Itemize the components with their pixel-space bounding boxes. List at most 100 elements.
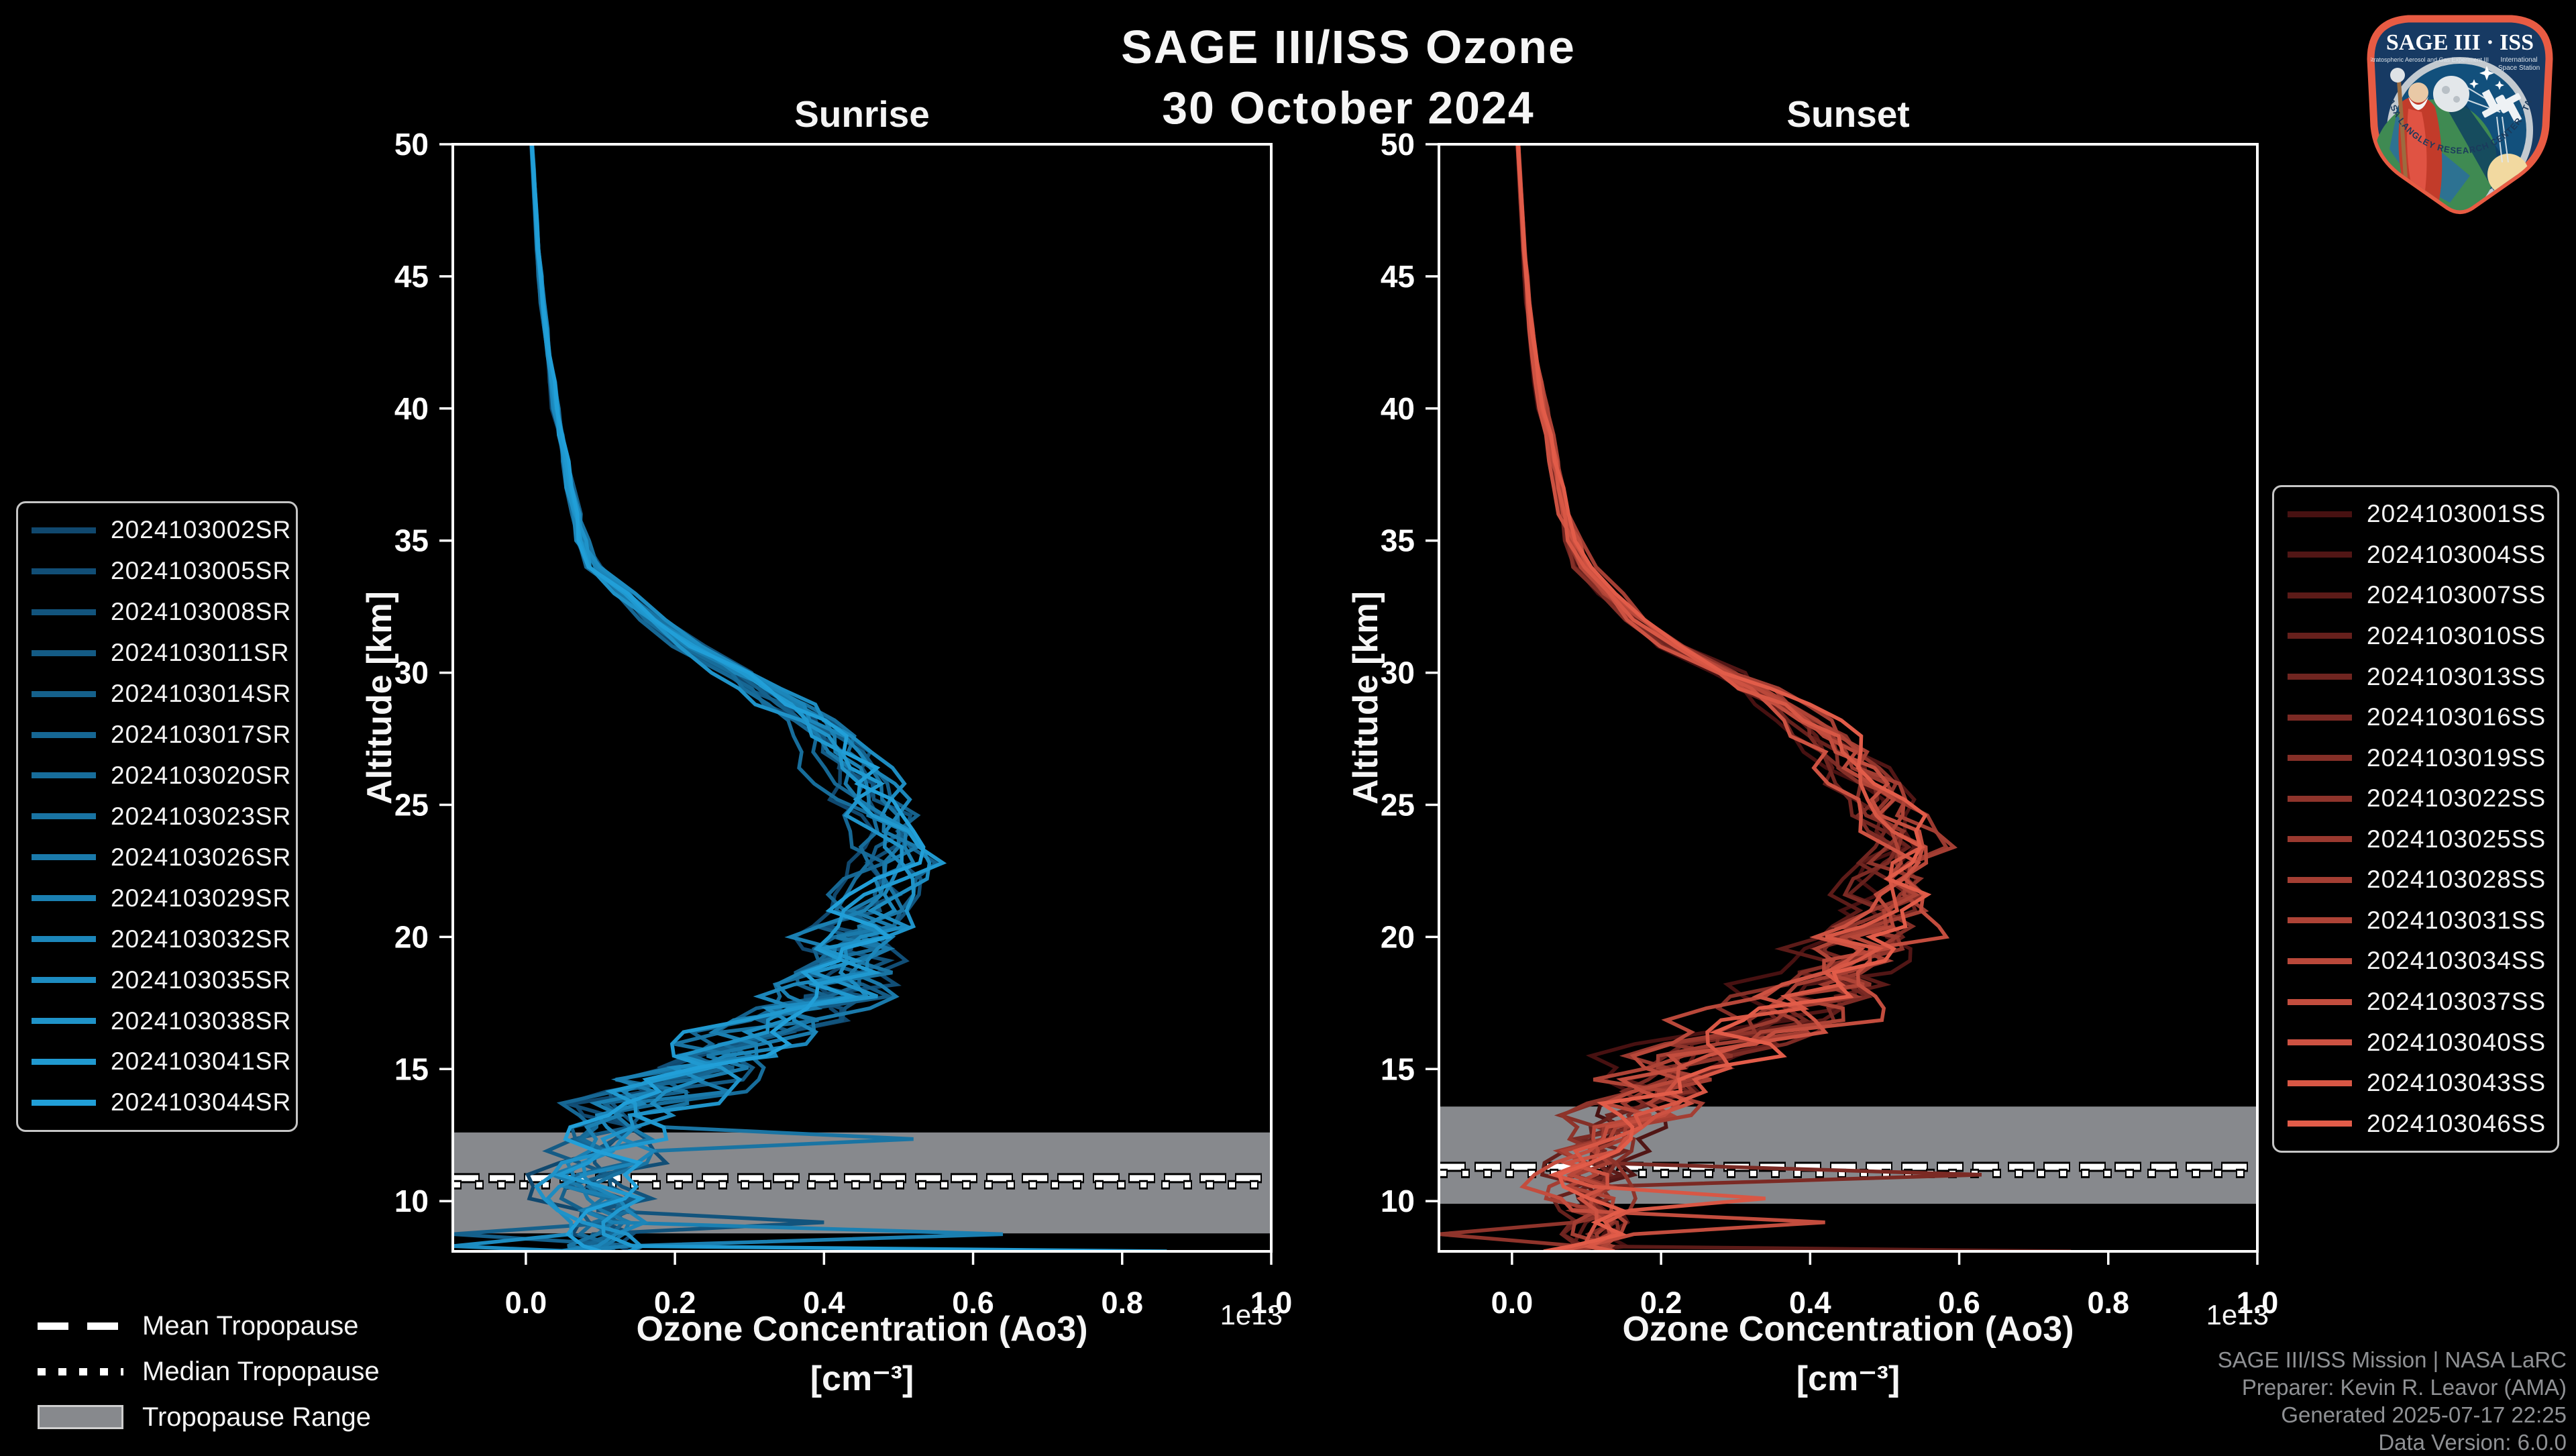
legend-item-2024103040SS: 2024103040SS (2288, 1028, 2546, 1057)
series-id-label: 2024103017SR (111, 721, 292, 749)
series-id-label: 2024103037SS (2367, 988, 2546, 1016)
legend-item-2024103004SS: 2024103004SS (2288, 540, 2546, 569)
y-tick-label: 15 (1381, 1051, 1415, 1086)
footer-generated: Generated 2025-07-17 22:25 (2281, 1402, 2567, 1427)
page-date: 30 October 2024 (1162, 83, 1535, 134)
legend-item-2024103013SS: 2024103013SS (2288, 663, 2545, 691)
x-tick-label: 0.2 (1640, 1286, 1682, 1320)
profile-line-2024103004SS (1516, 144, 1919, 1251)
legend-item-2024103014SR: 2024103014SR (32, 680, 290, 708)
series-color-swatch (32, 1018, 96, 1025)
legend-item-2024103035SR: 2024103035SR (32, 966, 290, 994)
x-tick-label: 0.4 (1789, 1286, 1831, 1320)
series-id-label: 2024103014SR (111, 680, 292, 708)
legend-item-2024103037SS: 2024103037SS (2288, 988, 2546, 1016)
legend-item-2024103017SR: 2024103017SR (32, 721, 290, 749)
footer-preparer: Preparer: Kevin R. Leavor (AMA) (2241, 1375, 2567, 1400)
series-id-label: 2024103023SR (111, 802, 292, 830)
profile-line-2024103043SS (1516, 144, 1926, 1251)
series-id-label: 2024103040SS (2367, 1028, 2546, 1056)
series-color-swatch (2288, 714, 2352, 721)
footer-data-version: Data Version: 6.0.0 (2378, 1430, 2567, 1455)
series-id-label: 2024103001SS (2367, 500, 2546, 528)
series-id-label: 2024103025SS (2367, 825, 2546, 853)
x-axis-label-sunset: Ozone Concentration (Ao3) (1622, 1310, 2074, 1349)
series-color-swatch (32, 772, 96, 779)
series-color-swatch (2288, 592, 2352, 599)
legend-item-2024103002SR: 2024103002SR (32, 516, 290, 544)
profile-line-2024103040SS (1515, 144, 1921, 1251)
x-tick-label: 1.0 (2237, 1286, 2279, 1320)
y-tick-label: 20 (1381, 919, 1415, 954)
patch-moon (2433, 76, 2469, 112)
legend-label: Mean Tropopause (142, 1310, 359, 1341)
series-id-label: 2024103005SR (111, 557, 292, 585)
series-id-label: 2024103035SR (111, 966, 292, 994)
legend-item-2024103008SR: 2024103008SR (32, 598, 290, 626)
series-color-swatch (32, 690, 96, 697)
legend-item-2024103046SS: 2024103046SS (2288, 1109, 2546, 1138)
series-color-swatch (2288, 917, 2352, 924)
series-id-label: 2024103022SS (2367, 784, 2546, 813)
x-tick-label: 0.6 (952, 1286, 994, 1320)
y-tick-label: 45 (394, 259, 429, 294)
profile-line-2024103013SS (1515, 144, 1918, 1251)
x-tick-label: 0.6 (1938, 1286, 1980, 1320)
legend-item-2024103019SS: 2024103019SS (2288, 743, 2546, 772)
series-color-swatch (32, 936, 96, 943)
plot-frame (451, 143, 1273, 1253)
logo-subtitle-right2: Space Station (2498, 64, 2540, 72)
legend-item-2024103034SS: 2024103034SS (2288, 947, 2545, 975)
series-color-swatch (32, 895, 96, 902)
series-color-swatch (2288, 1039, 2352, 1046)
series-id-label: 2024103029SR (111, 884, 292, 912)
profile-line-2024103031SS (1516, 144, 1921, 1251)
footer-mission: SAGE III/ISS Mission | NASA LaRC (2217, 1347, 2567, 1372)
series-id-label: 2024103004SS (2367, 540, 2546, 568)
panel-sunrise: 0.0 0.2 0.4 0.6 0.8 1.0 10 15 20 25 30 35 40 45 50 (394, 127, 1292, 1320)
series-id-label: 2024103044SR (111, 1088, 292, 1116)
logo-subtitle-left: Stratospheric Aerosol and Gas Experiment… (2368, 56, 2489, 63)
moon-crater (2453, 96, 2460, 103)
series-color-swatch (32, 649, 96, 656)
y-tick-label: 50 (394, 127, 429, 162)
y-tick-label: 15 (394, 1051, 429, 1086)
moon-crater (2442, 86, 2450, 94)
x-axis-offset-sunrise: 1e13 (1220, 1299, 1283, 1331)
legend-item-2024103016SS: 2024103016SS (2288, 703, 2545, 731)
y-tick-label: 10 (1381, 1184, 1415, 1218)
y-tick-label: 30 (1381, 656, 1415, 690)
legend-item-2024103020SR: 2024103020SR (32, 762, 290, 790)
series-color-swatch (32, 609, 96, 615)
panel-title-sunrise: Sunrise (794, 93, 930, 135)
sage-iii-iss-mission-patch: SAGE III · ISS Stratospheric Aerosol and… (2367, 15, 2553, 214)
profile-line-2024103001SS (1515, 144, 1910, 1251)
profile-line-2024103019SS (1516, 144, 1927, 1251)
series-color-swatch (32, 568, 96, 574)
panel-title-sunset: Sunset (1786, 93, 1910, 135)
legend-item-2024103043SS: 2024103043SS (2288, 1069, 2545, 1097)
x-tick-label: 0.4 (803, 1286, 845, 1320)
legend-item-2024103041SR: 2024103041SR (32, 1047, 290, 1076)
series-id-label: 2024103008SR (111, 598, 292, 626)
series-id-label: 2024103028SS (2367, 866, 2546, 894)
x-tick-label: 0.8 (2087, 1286, 2129, 1320)
y-tick-label: 35 (1381, 523, 1415, 558)
series-id-label: 2024103019SS (2367, 743, 2546, 772)
legend-item-2024103026SR: 2024103026SR (32, 843, 290, 872)
series-color-swatch (2288, 1121, 2352, 1127)
legend-item-2024103023SR: 2024103023SR (32, 802, 290, 831)
page-title: SAGE III/ISS Ozone (1121, 21, 1576, 73)
series-color-swatch (2288, 1080, 2352, 1086)
legend-item-2024103022SS: 2024103022SS (2288, 784, 2546, 813)
legend-item-2024103025SS: 2024103025SS (2288, 825, 2546, 853)
series-id-label: 2024103041SR (111, 1047, 292, 1076)
y-axis-label-sunset: Altitude [km] (1346, 591, 1385, 804)
legend-item-2024103031SS: 2024103031SS (2288, 906, 2545, 935)
y-axis-label-sunrise: Altitude [km] (360, 591, 399, 804)
series-color-swatch (32, 1099, 96, 1106)
series-id-label: 2024103046SS (2367, 1109, 2546, 1137)
y-tick-label: 45 (1381, 259, 1415, 294)
